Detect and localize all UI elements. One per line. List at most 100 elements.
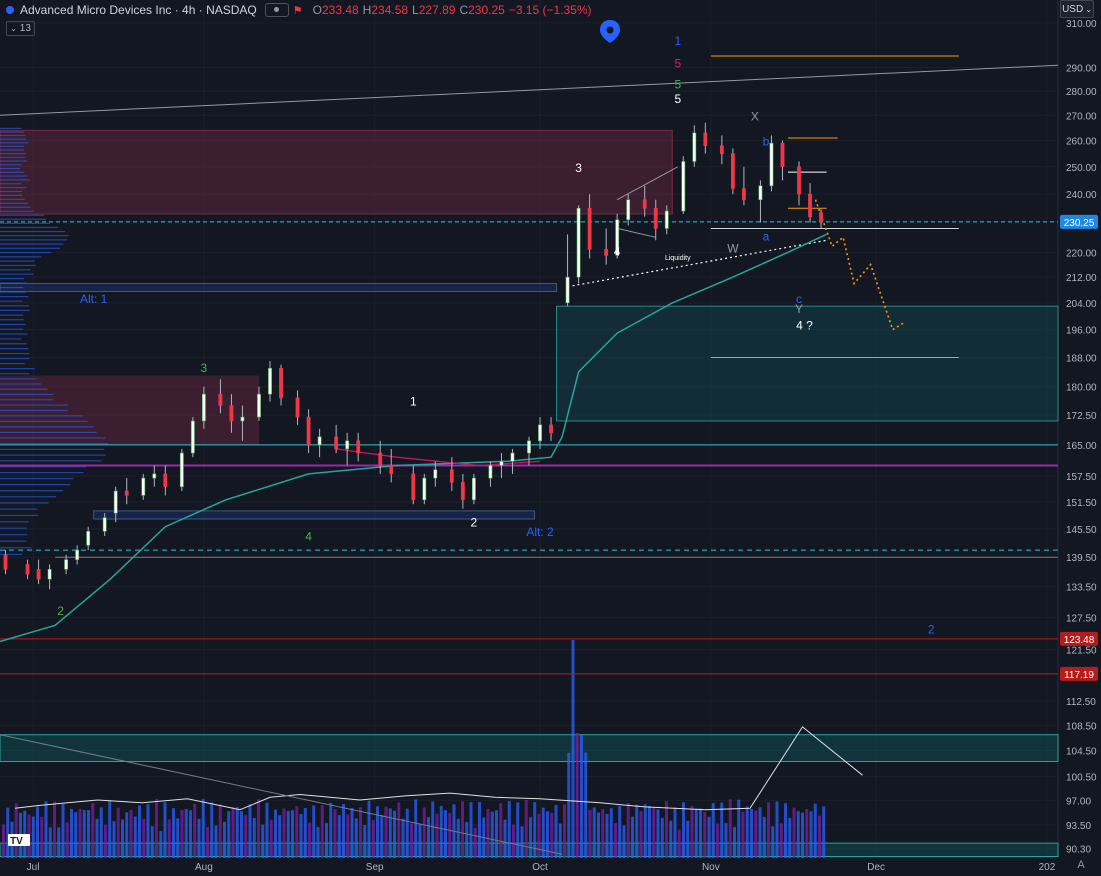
eye-icon[interactable]	[265, 3, 289, 17]
volume-profile-bar	[0, 484, 71, 485]
volume-bar	[406, 809, 409, 858]
volume-profile-bar	[0, 437, 106, 438]
volume-profile-bar	[0, 215, 44, 216]
price-tick-label: 165.00	[1066, 441, 1097, 452]
volume-bar	[733, 827, 736, 858]
wave-label: b	[763, 135, 770, 149]
volume-bar	[763, 817, 766, 858]
volume-bar	[45, 801, 48, 858]
volume-bar	[244, 815, 247, 858]
volume-bar	[176, 818, 179, 858]
volume-bar	[652, 808, 655, 858]
volume-profile-bar	[0, 128, 22, 129]
wave-label: 2	[471, 516, 478, 530]
volume-bar	[754, 810, 757, 858]
price-tick-label: 204.00	[1066, 299, 1097, 310]
wave-label: 3	[575, 161, 582, 175]
candle-body	[665, 211, 668, 228]
volume-bar	[822, 806, 825, 858]
volume-profile-bar	[0, 219, 46, 220]
volume-profile-bar	[0, 269, 31, 270]
volume-bar	[614, 823, 617, 858]
auto-scale-icon[interactable]: A	[1074, 858, 1088, 872]
volume-bar	[516, 802, 519, 858]
volume-profile-bar	[0, 415, 83, 416]
wave-label: W	[727, 241, 739, 255]
price-badge-label: 230.25	[1064, 218, 1095, 229]
volume-bar	[529, 817, 532, 858]
wave-label: 5	[674, 92, 681, 106]
candle-body	[704, 133, 707, 146]
volume-bar	[440, 806, 443, 858]
volume-profile-bar	[0, 172, 24, 173]
volume-bar	[444, 810, 447, 858]
price-tick-label: 157.50	[1066, 472, 1097, 483]
volume-profile-bar	[0, 135, 26, 136]
volume-profile-bar	[0, 142, 29, 143]
volume-profile-bar	[0, 191, 22, 192]
volume-profile-bar	[0, 231, 65, 232]
candle-body	[230, 405, 233, 420]
volume-bar	[181, 810, 184, 858]
volume-profile-bar	[0, 528, 27, 529]
candle-body	[257, 394, 260, 417]
candle-body	[461, 482, 464, 499]
volume-bar	[249, 804, 252, 858]
volume-bar	[227, 811, 230, 858]
wave-label: 5	[674, 56, 681, 70]
volume-bar	[138, 805, 141, 858]
price-tick-label: 145.50	[1066, 525, 1097, 536]
candle-body	[125, 491, 128, 495]
volume-bar	[572, 640, 575, 858]
candle-body	[538, 425, 541, 441]
candle-body	[4, 555, 7, 569]
flag-icon[interactable]: ⚑	[293, 4, 303, 17]
volume-bar	[168, 820, 171, 858]
volume-bar	[270, 820, 273, 858]
currency-button[interactable]: USD ⌄	[1060, 0, 1094, 18]
volume-bar	[198, 819, 201, 858]
candle-body	[103, 518, 106, 532]
symbol-title[interactable]: Advanced Micro Devices Inc · 4h · NASDAQ	[20, 3, 257, 17]
candle-body	[605, 249, 608, 255]
price-tick-label: 108.50	[1066, 721, 1097, 732]
indicators-toggle[interactable]: ⌄ 13	[6, 21, 35, 36]
volume-profile-bar	[0, 227, 58, 228]
volume-bar	[512, 824, 515, 858]
volume-bar	[410, 823, 413, 858]
candle	[180, 449, 183, 491]
volume-profile-bar	[0, 378, 37, 379]
volume-bar	[325, 823, 328, 858]
volume-bar	[720, 803, 723, 858]
volume-bar	[533, 802, 536, 858]
volume-bar	[448, 813, 451, 858]
volume-bar	[6, 808, 9, 858]
volume-profile-bar	[0, 389, 48, 390]
price-tick-label: 220.00	[1066, 248, 1097, 259]
volume-bar	[142, 819, 145, 858]
volume-profile-bar	[0, 534, 27, 535]
time-axis[interactable]: Jul Aug Sep Oct Nov Dec 202	[27, 862, 1056, 873]
price-badge-label: 117.19	[1064, 670, 1094, 681]
volume-bar	[304, 808, 307, 858]
volume-bar	[91, 803, 94, 858]
candle-body	[379, 453, 382, 465]
candle	[423, 474, 426, 504]
volume-bar	[202, 799, 205, 858]
volume-profile-bar	[0, 399, 53, 400]
candle-body	[153, 474, 156, 478]
volume-profile-bar	[0, 358, 29, 359]
volume-bar	[125, 812, 128, 858]
volume-bar	[393, 811, 396, 858]
volume-profile-bar	[0, 183, 21, 184]
volume-bar	[610, 808, 613, 858]
volume-profile-bar	[0, 160, 27, 161]
volume-bar	[618, 806, 621, 858]
change-value: −3.15 (−1.35%)	[509, 3, 592, 17]
volume-profile-bar	[0, 195, 23, 196]
volume-bar	[431, 801, 434, 858]
volume-profile-bar	[0, 410, 68, 411]
volume-bar	[317, 827, 320, 858]
volume-profile-bar	[0, 404, 68, 405]
